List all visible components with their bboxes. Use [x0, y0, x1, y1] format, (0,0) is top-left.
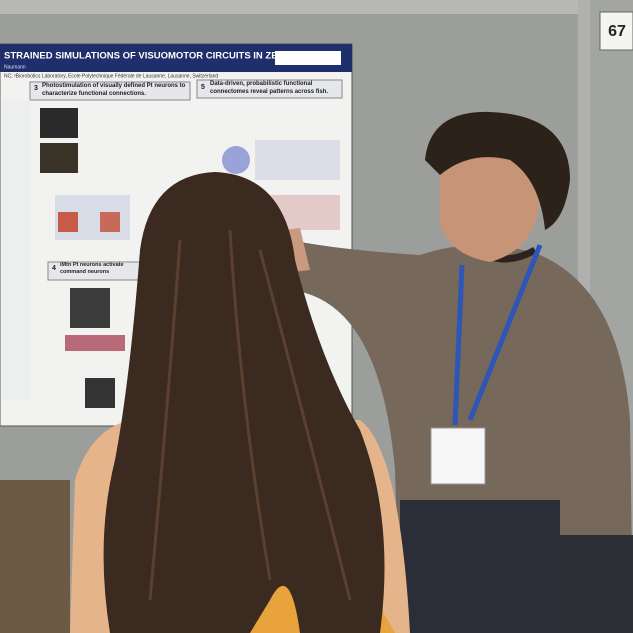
section-number: 5	[201, 84, 205, 91]
poster-figure	[255, 140, 340, 180]
frame-top	[0, 0, 633, 14]
number-sign	[599, 11, 633, 51]
backpack	[555, 535, 633, 633]
poster-figure	[222, 146, 250, 174]
lanyard	[452, 244, 543, 426]
section-heading: Data-driven, probabilistic functional co…	[210, 81, 329, 95]
man-pants	[400, 500, 560, 633]
poster-figure	[40, 108, 78, 138]
section-heading-text: Photostimulation of visually defined Pt …	[42, 83, 186, 97]
section-heading-text: iMtn Pt neurons activate command neurons	[60, 262, 124, 275]
poster-figure	[70, 288, 110, 328]
table	[0, 480, 70, 633]
poster-figure	[100, 212, 120, 232]
hair-strands	[148, 229, 352, 601]
poster-title: STRAINED SIMULATIONS OF VISUOMOTOR CIRCU…	[4, 51, 320, 62]
section-heading: Photostimulation of visually defined Pt …	[42, 83, 186, 97]
section-box	[29, 81, 191, 101]
poster-figure	[85, 378, 115, 408]
poster-logo	[275, 51, 341, 65]
section-heading: iMtn Pt neurons activate command neurons	[60, 262, 124, 275]
poster-author: Naumann	[4, 64, 26, 70]
poster-affiliation: NC; ²Biorobotics Laboratory, Ecole Polyt…	[4, 73, 218, 79]
poster-figure	[40, 143, 78, 173]
section-heading-text: Data-driven, probabilistic functional co…	[210, 81, 329, 95]
badge	[430, 427, 486, 485]
poster-figure	[58, 212, 78, 232]
sign-number: 67	[608, 23, 626, 40]
section-number: 3	[34, 85, 38, 92]
poster-figure	[65, 335, 125, 351]
man-hair	[425, 111, 570, 230]
section-box	[196, 79, 343, 99]
section-number: 4	[52, 265, 56, 272]
poster-column	[2, 100, 30, 400]
